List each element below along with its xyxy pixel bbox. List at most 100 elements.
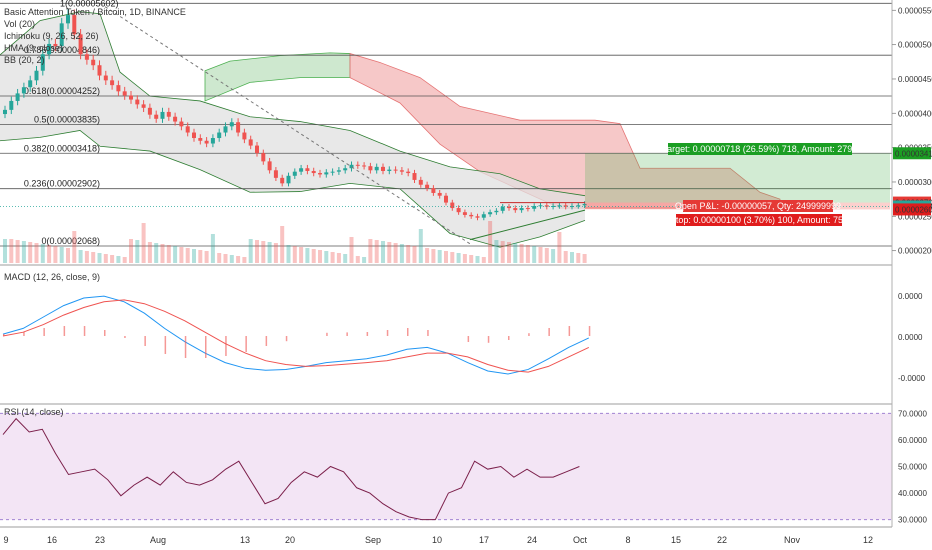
- candle-body: [381, 166, 385, 171]
- macd-histogram-bar: [144, 336, 146, 346]
- price-tag-box: [893, 147, 931, 160]
- candle-body: [40, 54, 45, 71]
- candle-body: [236, 122, 241, 133]
- candle-body: [437, 192, 442, 196]
- indicator-hma[interactable]: HMA (9, close): [4, 43, 64, 53]
- volume-bar: [431, 249, 436, 263]
- volume-bar: [78, 250, 83, 263]
- indicator-ichimoku[interactable]: Ichimoku (9, 26, 52, 26): [4, 31, 99, 41]
- ichimoku-cloud-red: [349, 53, 781, 209]
- fib-label: 0.382(0.00003418): [24, 143, 100, 153]
- candle-body: [563, 205, 568, 207]
- volume-bar: [425, 248, 430, 263]
- volume-bar: [444, 251, 448, 263]
- macd-histogram-bar: [548, 328, 550, 336]
- candle-body: [318, 173, 322, 175]
- rsi-title[interactable]: RSI (14, close): [4, 407, 64, 417]
- volume-bar: [292, 246, 297, 263]
- candle-body: [469, 214, 474, 217]
- volume-bar: [525, 245, 530, 263]
- bollinger-lower: [0, 130, 586, 248]
- indicator-vol[interactable]: Vol (20): [4, 19, 36, 29]
- time-axis-label: 24: [527, 535, 537, 545]
- rsi-axis-label: 50.0000: [898, 463, 927, 472]
- macd-histogram-bar: [23, 332, 25, 336]
- volume-bar: [475, 256, 480, 263]
- candle-body: [330, 171, 335, 173]
- indicator-bb[interactable]: BB (20, 2): [4, 55, 45, 65]
- price-tag-box: [893, 203, 931, 216]
- candle-body: [217, 132, 222, 139]
- candle-body: [399, 170, 404, 172]
- candle-body: [47, 43, 52, 55]
- position-target-label: Target: 0.00000718 (26.59%) 718, Amount:…: [663, 144, 858, 154]
- macd-histogram-bar: [164, 336, 167, 354]
- volume-bar: [557, 232, 562, 263]
- candle-body: [173, 116, 178, 122]
- price-pane[interactable]: 1(0.00005602)0.786(0.00004846)0.618(0.00…: [0, 0, 892, 263]
- volume-bar: [437, 250, 442, 263]
- volume-bar: [412, 246, 417, 263]
- candle-body: [223, 126, 228, 133]
- macd-histogram-bar: [63, 326, 66, 336]
- volume-bar: [248, 239, 253, 263]
- volume-bar: [129, 239, 133, 263]
- volume-bar: [21, 241, 26, 263]
- candle-body: [9, 100, 14, 110]
- macd-title[interactable]: MACD (12, 26, close, 9): [4, 272, 101, 282]
- macd-histogram-bar: [265, 336, 268, 346]
- rsi-axis-label: 70.0000: [898, 409, 927, 418]
- volume-bar: [40, 244, 45, 263]
- volume-bar: [160, 244, 165, 263]
- volume-bar: [204, 251, 209, 263]
- volume-bar: [349, 237, 354, 263]
- axes: 0.00005500 0.00005000 0.00004500 0.00004000…: [3, 6, 932, 545]
- candle-body: [324, 172, 329, 175]
- macd-axis-label: 0.0000: [898, 333, 923, 342]
- volume-bar: [15, 240, 20, 263]
- position-stop-label: Stop: 0.00000100 (3.70%) 100, Amount: 75…: [670, 215, 848, 225]
- position-pnl-label-box: [683, 200, 833, 212]
- volume-bar: [28, 242, 33, 263]
- time-axis-label: Aug: [150, 535, 166, 545]
- volume-bar: [286, 245, 291, 263]
- volume-bar: [456, 253, 461, 263]
- price-axis-label: 0.00002500: [898, 212, 932, 221]
- macd-histogram-bar: [467, 336, 470, 342]
- volume-bar: [450, 252, 455, 263]
- volume-bar: [273, 243, 278, 263]
- candle-body: [116, 85, 121, 92]
- macd-histogram-bar: [427, 330, 429, 336]
- rsi-pane[interactable]: [0, 412, 892, 521]
- time-axis-label: Nov: [784, 535, 801, 545]
- volume-bar: [173, 246, 178, 263]
- candle-body: [280, 177, 285, 184]
- position-pnl-label: Open P&L: -0.00000057, Qty: 249999999: [675, 201, 841, 211]
- candle-body: [311, 170, 316, 174]
- volume-bar: [305, 248, 310, 263]
- time-axis-label: 16: [47, 535, 57, 545]
- time-axis-label: 22: [717, 535, 727, 545]
- price-tag: 0.00003418: [895, 149, 932, 158]
- candle-body: [267, 161, 272, 171]
- macd-pane[interactable]: [2, 295, 591, 375]
- volume-bar: [141, 223, 146, 263]
- volume-bar: [280, 226, 285, 263]
- candle-body: [557, 205, 562, 207]
- volume-bar: [299, 247, 304, 263]
- volume-bar: [236, 256, 241, 263]
- candle-body: [576, 205, 581, 207]
- volume-bar: [481, 257, 486, 263]
- candle-body: [387, 169, 392, 171]
- candle-body: [475, 216, 480, 218]
- volume-bar: [355, 256, 360, 263]
- fib-label: 0.5(0.00003835): [34, 115, 100, 125]
- volume-bar: [418, 229, 423, 263]
- volume-bar: [223, 254, 228, 263]
- rsi-legend: RSI (14, close): [4, 406, 64, 418]
- candle-body: [532, 206, 537, 209]
- volume-bar: [179, 247, 184, 263]
- volume-bar: [343, 254, 348, 263]
- volume-bar: [72, 231, 77, 263]
